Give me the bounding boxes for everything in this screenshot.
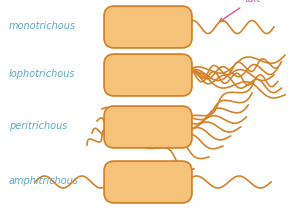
Text: peritrichous: peritrichous	[9, 121, 68, 131]
FancyBboxPatch shape	[104, 54, 192, 96]
FancyBboxPatch shape	[104, 161, 192, 203]
Text: amphitrichous: amphitrichous	[9, 176, 79, 186]
Text: monotrichous: monotrichous	[9, 21, 76, 31]
Text: tuft: tuft	[220, 0, 261, 22]
Text: lophotrichous: lophotrichous	[9, 69, 76, 79]
FancyBboxPatch shape	[104, 106, 192, 148]
FancyBboxPatch shape	[104, 6, 192, 48]
